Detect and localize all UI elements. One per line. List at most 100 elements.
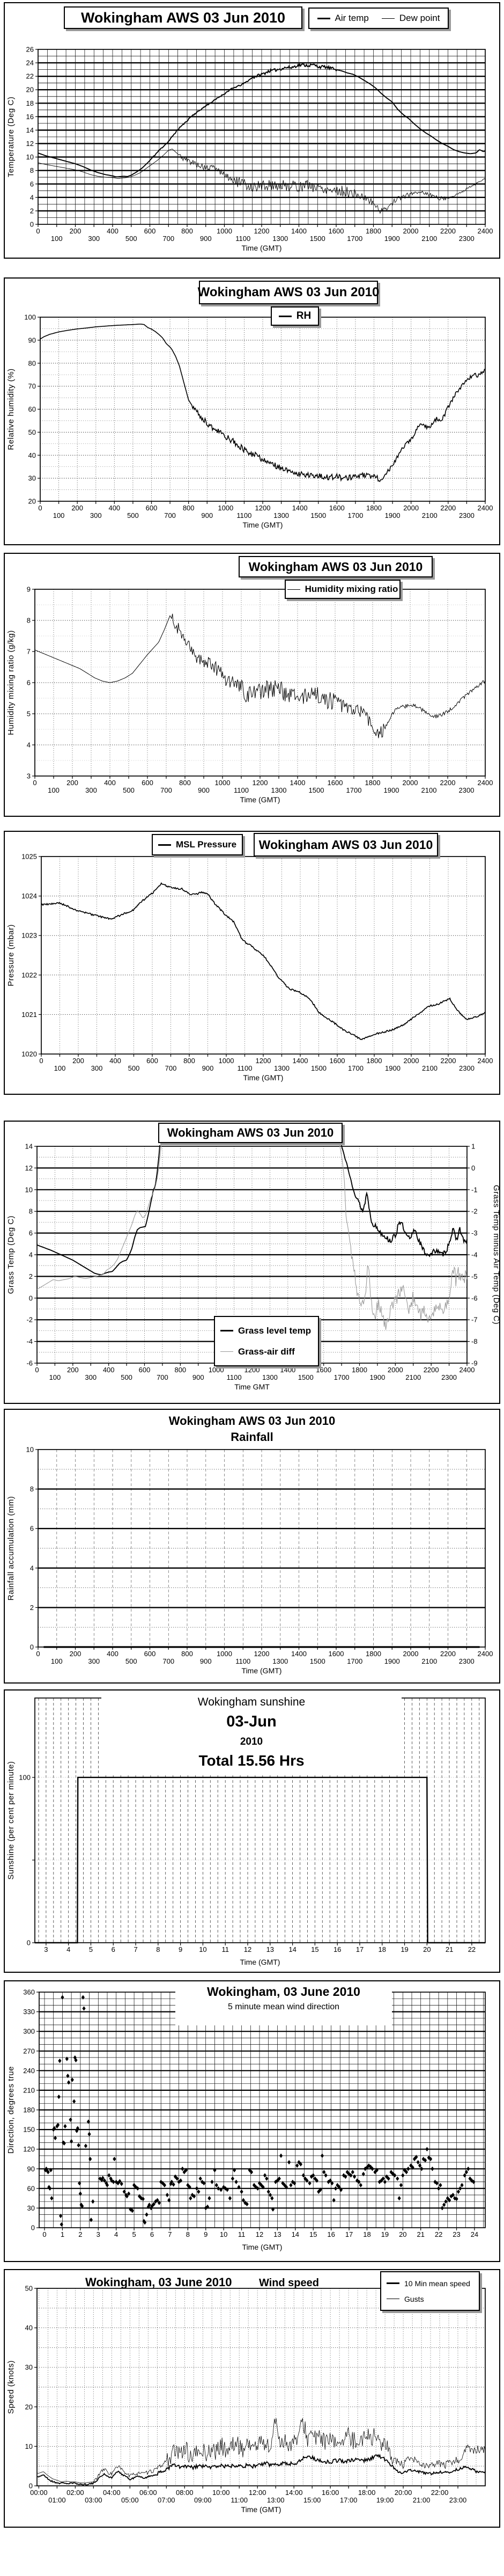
svg-text:200: 200 <box>70 1650 81 1658</box>
svg-text:1800: 1800 <box>367 1057 382 1065</box>
legend-item-rh: RH <box>278 310 311 322</box>
svg-text:8: 8 <box>156 1945 160 1953</box>
svg-text:1300: 1300 <box>272 235 288 243</box>
svg-text:300: 300 <box>88 235 100 243</box>
svg-text:20: 20 <box>423 1945 431 1953</box>
svg-text:4: 4 <box>29 1251 33 1259</box>
svg-text:-7: -7 <box>471 1316 478 1324</box>
chart-title-block: Wokingham AWS 03 Jun 2010 Rainfall <box>5 1414 499 1444</box>
svg-text:-9: -9 <box>471 1359 478 1367</box>
svg-text:8: 8 <box>29 1208 33 1216</box>
svg-text:6: 6 <box>112 1945 115 1953</box>
svg-text:1300: 1300 <box>274 1064 290 1072</box>
svg-text:12: 12 <box>256 2230 263 2238</box>
svg-text:7: 7 <box>27 648 31 656</box>
svg-text:2300: 2300 <box>441 1373 457 1381</box>
svg-text:Time GMT: Time GMT <box>234 1382 270 1391</box>
svg-text:1900: 1900 <box>384 1657 400 1665</box>
svg-text:22: 22 <box>468 1945 476 1953</box>
msl-pressure-chart: 0 100 200 300 400 500 600 700 800 900 1000 1100 1200… <box>4 831 500 1095</box>
svg-text:1500: 1500 <box>311 1064 327 1072</box>
svg-text:0: 0 <box>42 2230 46 2238</box>
svg-text:Time (GMT): Time (GMT) <box>241 2505 281 2514</box>
svg-text:50: 50 <box>28 428 36 436</box>
svg-text:3: 3 <box>97 2230 100 2238</box>
chart-title: Wokingham AWS 03 Jun 2010 <box>248 559 423 574</box>
svg-text:800: 800 <box>181 1650 193 1658</box>
svg-text:14: 14 <box>26 126 34 134</box>
svg-text:2000: 2000 <box>403 779 418 787</box>
chart-title-box: Wokingham AWS 03 Jun 2010 <box>64 6 302 29</box>
svg-text:100: 100 <box>54 1064 66 1072</box>
svg-text:2300: 2300 <box>459 511 475 519</box>
svg-text:6: 6 <box>150 2230 154 2238</box>
svg-text:1800: 1800 <box>366 227 381 235</box>
wind-speed-plot: 00:00 01:00 02:00 03:00 04:00 05:00 06:00 07:00… <box>5 2270 499 2527</box>
svg-text:2000: 2000 <box>404 1057 419 1065</box>
dew-point-line-swatch <box>381 18 395 19</box>
svg-text:19:00: 19:00 <box>376 2496 394 2504</box>
svg-text:700: 700 <box>162 1657 174 1665</box>
svg-text:Sunshine (per cent per minute): Sunshine (per cent per minute) <box>6 1761 16 1880</box>
svg-text:-5: -5 <box>471 1272 478 1280</box>
svg-text:06:00: 06:00 <box>139 2489 157 2497</box>
legend-item-grass-temp: Grass level temp <box>220 1326 311 1336</box>
chart-year: 2010 <box>240 1736 263 1747</box>
chart-title: Wokingham AWS 03 Jun 2010 <box>80 9 286 26</box>
legend-label: Gusts <box>404 2294 424 2303</box>
svg-text:18:00: 18:00 <box>358 2489 376 2497</box>
svg-text:02:00: 02:00 <box>66 2489 84 2497</box>
svg-text:1800: 1800 <box>365 779 381 787</box>
svg-text:16: 16 <box>26 113 34 121</box>
svg-text:300: 300 <box>85 786 97 794</box>
svg-text:30: 30 <box>28 474 36 482</box>
svg-text:2400: 2400 <box>478 227 493 235</box>
svg-text:16: 16 <box>333 1945 341 1953</box>
svg-text:1000: 1000 <box>217 227 232 235</box>
svg-text:-4: -4 <box>471 1251 478 1259</box>
svg-text:-8: -8 <box>471 1337 478 1345</box>
svg-text:4: 4 <box>30 193 34 201</box>
svg-text:1000: 1000 <box>218 504 233 512</box>
legend-label: Grass level temp <box>238 1325 312 1336</box>
chart-title: Wokingham sunshine <box>197 1696 306 1708</box>
svg-text:2: 2 <box>30 1604 34 1612</box>
chart-title: Wokingham AWS 03 Jun 2010 <box>167 1126 334 1139</box>
svg-text:04:00: 04:00 <box>103 2489 121 2497</box>
svg-text:1300: 1300 <box>272 1657 288 1665</box>
svg-text:40: 40 <box>25 2324 33 2332</box>
svg-text:2100: 2100 <box>405 1373 421 1381</box>
chart-title-box: Wokingham AWS 03 Jun 2010 <box>254 833 438 857</box>
svg-text:120: 120 <box>23 2145 35 2153</box>
svg-text:12: 12 <box>244 1945 251 1953</box>
svg-text:2000: 2000 <box>403 227 419 235</box>
svg-text:13: 13 <box>273 2230 281 2238</box>
svg-text:1022: 1022 <box>21 971 37 979</box>
svg-text:17: 17 <box>356 1945 364 1953</box>
svg-text:10: 10 <box>25 1185 33 1194</box>
svg-text:Rainfall accumulation (mm): Rainfall accumulation (mm) <box>6 1496 16 1601</box>
msl-pressure-plot: 0 100 200 300 400 500 600 700 800 900 1000 1100 1200… <box>5 832 499 1094</box>
svg-text:700: 700 <box>165 1064 177 1072</box>
svg-text:Time (GMT): Time (GMT) <box>242 244 282 252</box>
svg-text:180: 180 <box>23 2106 35 2114</box>
air-temp-line-swatch <box>317 17 330 19</box>
chart-title: Wokingham, 03 June 2010 <box>85 2275 232 2289</box>
svg-text:330: 330 <box>23 2008 35 2016</box>
wind-direction-chart: 0 1 2 3 4 5 6 7 8 9 10 11 12 13 14 15 16 17 18 19 20 21 22 23 24… <box>4 1980 500 2262</box>
svg-text:4: 4 <box>114 2230 118 2238</box>
svg-text:0: 0 <box>36 227 40 235</box>
svg-text:2400: 2400 <box>459 1366 475 1374</box>
svg-text:40: 40 <box>28 451 36 459</box>
svg-text:400: 400 <box>108 504 120 512</box>
wind-speed-chart: 00:00 01:00 02:00 03:00 04:00 05:00 06:00 07:00… <box>4 2269 500 2528</box>
rh-line-swatch <box>278 315 292 317</box>
chart-subtitle: Rainfall <box>231 1430 273 1444</box>
svg-text:7: 7 <box>134 1945 137 1953</box>
svg-text:80: 80 <box>28 359 36 367</box>
svg-text:1600: 1600 <box>329 227 344 235</box>
svg-text:13:00: 13:00 <box>267 2496 285 2504</box>
svg-text:23:00: 23:00 <box>449 2496 467 2504</box>
svg-text:8: 8 <box>186 2230 190 2238</box>
